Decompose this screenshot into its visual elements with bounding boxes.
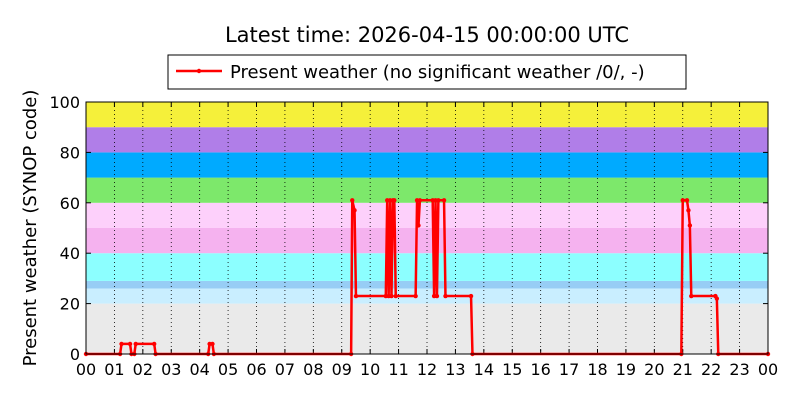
- background-band: [86, 152, 768, 178]
- data-point: [413, 293, 418, 299]
- background-band: [86, 288, 768, 304]
- x-tick-label: 03: [161, 360, 181, 379]
- x-tick-label: 15: [502, 360, 522, 379]
- legend-box: [167, 54, 687, 90]
- background-band: [86, 280, 768, 289]
- data-point: [680, 198, 685, 203]
- data-point: [119, 341, 124, 347]
- x-tick-label: 18: [587, 360, 607, 379]
- legend: Present weather (no significant weather …: [167, 54, 687, 90]
- y-tick-label: 100: [49, 93, 80, 112]
- background-band: [86, 303, 768, 354]
- data-point: [127, 341, 133, 347]
- x-tick-label: 07: [275, 360, 295, 379]
- data-point: [210, 341, 215, 347]
- data-point: [686, 208, 691, 213]
- background-band: [86, 127, 768, 153]
- x-tick-label: 11: [388, 360, 408, 379]
- background-band: [86, 253, 768, 281]
- x-tick-label: 06: [246, 360, 266, 379]
- data-point: [392, 198, 397, 203]
- data-point: [441, 198, 447, 203]
- y-tick-label: 0: [70, 345, 80, 364]
- x-tick-label: 20: [644, 360, 664, 379]
- legend-marker: [196, 68, 202, 74]
- data-point: [389, 293, 394, 299]
- data-point: [689, 293, 694, 299]
- data-point: [152, 341, 157, 347]
- x-tick-label: 23: [729, 360, 749, 379]
- data-point: [687, 223, 693, 228]
- y-axis-label: Present weather (SYNOP code): [20, 90, 41, 367]
- background-band: [86, 228, 768, 254]
- data-point: [434, 293, 440, 299]
- x-tick-label: 22: [701, 360, 721, 379]
- x-tick-label: 05: [218, 360, 238, 379]
- x-tick-label: 13: [445, 360, 465, 379]
- data-point: [468, 293, 474, 299]
- plot-frame: [85, 101, 769, 355]
- x-tick-label: 16: [530, 360, 550, 379]
- x-tick-label: 09: [332, 360, 352, 379]
- x-tick-label: 04: [189, 360, 209, 379]
- x-tick-label: 00: [758, 360, 778, 379]
- chart-title: Latest time: 2026-04-15 00:00:00 UTC: [225, 23, 629, 47]
- y-tick-label: 60: [60, 194, 80, 213]
- data-point: [352, 208, 357, 213]
- data-point: [714, 296, 720, 301]
- x-tick-label: 02: [133, 360, 153, 379]
- data-point: [417, 198, 423, 203]
- x-tick-label: 08: [303, 360, 323, 379]
- data-point: [443, 293, 448, 299]
- data-point: [393, 293, 398, 299]
- legend-label: Present weather (no significant weather …: [230, 62, 645, 83]
- data-point: [684, 198, 690, 203]
- x-tick-label: 17: [559, 360, 579, 379]
- y-tick-label: 80: [60, 143, 80, 162]
- x-tick-label: 14: [474, 360, 494, 379]
- y-tick-label: 40: [60, 244, 80, 263]
- x-tick-label: 01: [104, 360, 124, 379]
- x-tick-label: 10: [360, 360, 380, 379]
- data-point: [133, 341, 138, 347]
- x-tick-label: 21: [673, 360, 693, 379]
- data-point: [353, 293, 359, 299]
- data-point: [416, 223, 421, 228]
- x-tick-label: 00: [76, 360, 96, 379]
- x-tick-label: 12: [417, 360, 437, 379]
- x-tick-label: 19: [616, 360, 636, 379]
- data-point: [436, 198, 441, 203]
- data-point: [350, 198, 355, 203]
- y-tick-label: 20: [60, 295, 80, 314]
